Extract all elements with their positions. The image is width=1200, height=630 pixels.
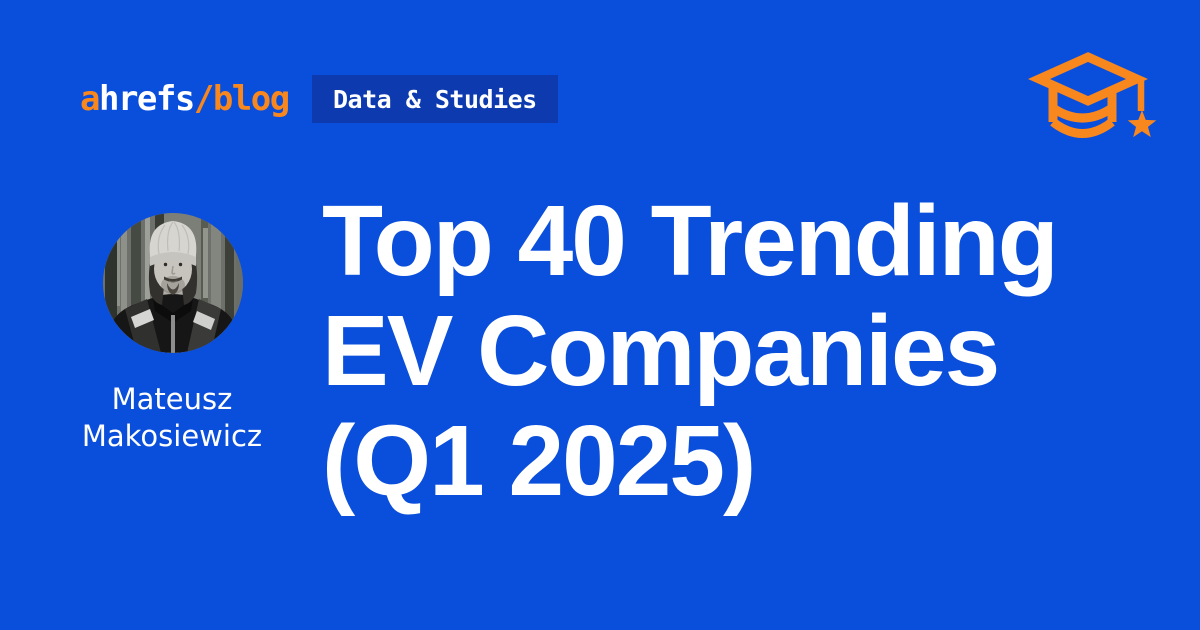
logo-letter-a: a xyxy=(80,78,100,119)
avatar-portrait-svg xyxy=(103,213,243,353)
author-last-name: Makosiewicz xyxy=(81,419,263,453)
title-line-1: Top 40 Trending xyxy=(322,185,1059,297)
graduation-cap-svg xyxy=(1028,52,1157,138)
author-avatar xyxy=(103,213,243,353)
ahrefs-blog-logo[interactable]: a hrefs/blog xyxy=(80,75,290,122)
page-title: Top 40 Trending EV Companies (Q1 2025) xyxy=(322,186,1172,516)
logo-hrefs: hrefs xyxy=(98,78,195,119)
author-name: Mateusz Makosiewicz xyxy=(22,381,322,455)
graduation-cap-icon xyxy=(1026,52,1158,150)
title-line-2: EV Companies xyxy=(322,295,1000,407)
author-first-name: Mateusz xyxy=(111,382,233,416)
title-line-3: (Q1 2025) xyxy=(322,405,756,517)
category-badge[interactable]: Data & Studies xyxy=(312,75,558,123)
logo-blog-suffix: /blog xyxy=(193,78,290,119)
